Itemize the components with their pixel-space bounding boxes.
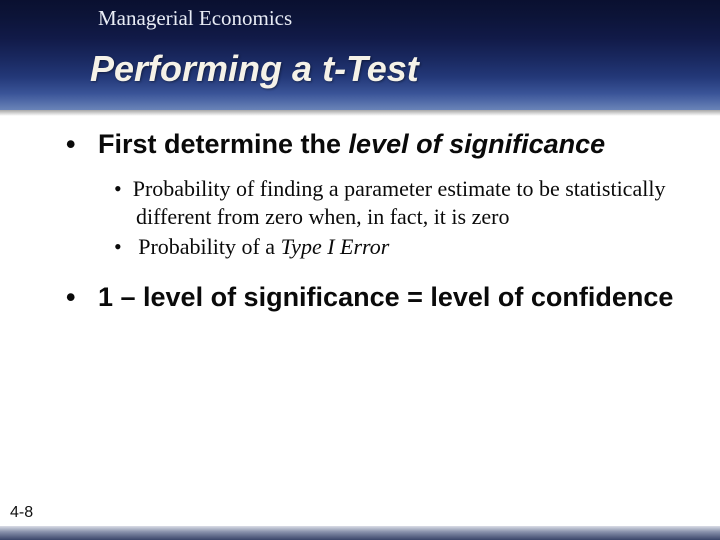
page-number: 4-8 <box>10 504 33 522</box>
slide-title: Performing a t-Test <box>90 48 419 90</box>
subject-label: Managerial Economics <box>98 6 292 31</box>
footer-bar <box>0 526 720 540</box>
header-band: Managerial Economics Performing a t-Test <box>0 0 720 110</box>
bullet-level-of-significance: First determine the level of significanc… <box>66 128 680 161</box>
slide: Managerial Economics Performing a t-Test… <box>0 0 720 540</box>
bullet1a-text: First determine the <box>98 129 349 159</box>
sub-bullet2-prefix: Probability of a <box>138 234 280 259</box>
title-t: t <box>322 48 334 89</box>
bullet1a-em: level of significance <box>349 129 606 159</box>
sub-bullet-type1-error: Probability of a Type I Error <box>114 233 680 261</box>
sub-bullet-probability-estimate: Probability of finding a parameter estim… <box>114 175 680 231</box>
sub-bullet2-em: Type I Error <box>281 234 390 259</box>
title-prefix: Performing a <box>90 48 322 89</box>
title-suffix: -Test <box>334 48 419 89</box>
sub-bullet-list: Probability of finding a parameter estim… <box>114 175 680 261</box>
slide-body: First determine the level of significanc… <box>66 128 680 328</box>
bullet-level-of-confidence: 1 – level of significance = level of con… <box>66 281 680 314</box>
bullet1b-text: 1 – level of significance = level of con… <box>98 282 673 312</box>
